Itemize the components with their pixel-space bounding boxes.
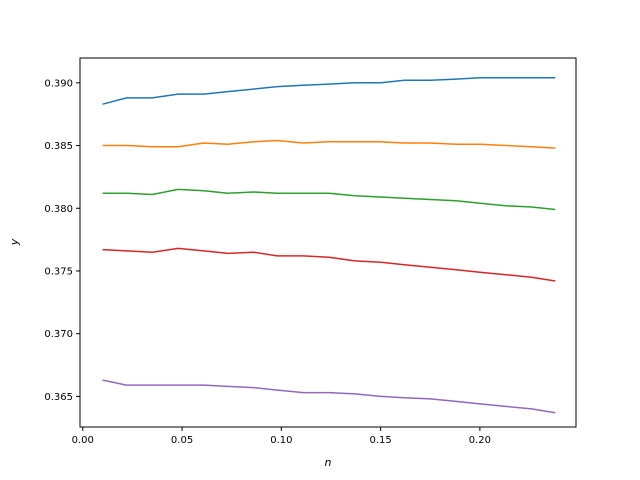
x-axis-ticks: 0.00 0.05 0.10 0.15 0.20 xyxy=(72,427,491,446)
x-tick-label: 0.00 xyxy=(72,435,94,446)
axes-frame xyxy=(79,57,577,428)
x-tick-label: 0.05 xyxy=(171,435,193,446)
series-line-2 xyxy=(102,139,556,149)
y-tick-label: 0.380 xyxy=(44,204,73,215)
y-axis-ticks: 0.365 0.370 0.375 0.380 0.385 0.390 xyxy=(44,78,80,403)
x-tick-label: 0.15 xyxy=(369,435,391,446)
y-tick-label: 0.375 xyxy=(44,266,73,277)
y-tick-label: 0.365 xyxy=(44,392,73,403)
y-axis-label: y xyxy=(8,238,21,246)
x-tick-label: 0.20 xyxy=(469,435,491,446)
series-line-4 xyxy=(102,247,556,282)
series-line-5 xyxy=(102,379,556,414)
y-tick-label: 0.385 xyxy=(44,141,73,152)
y-tick-label: 0.370 xyxy=(44,329,73,340)
y-tick-label: 0.390 xyxy=(44,78,73,89)
series-line-3 xyxy=(102,188,556,211)
x-axis-label: n xyxy=(325,456,332,469)
x-tick-label: 0.10 xyxy=(270,435,292,446)
series-line-1 xyxy=(102,77,556,105)
plot-area xyxy=(102,77,556,414)
